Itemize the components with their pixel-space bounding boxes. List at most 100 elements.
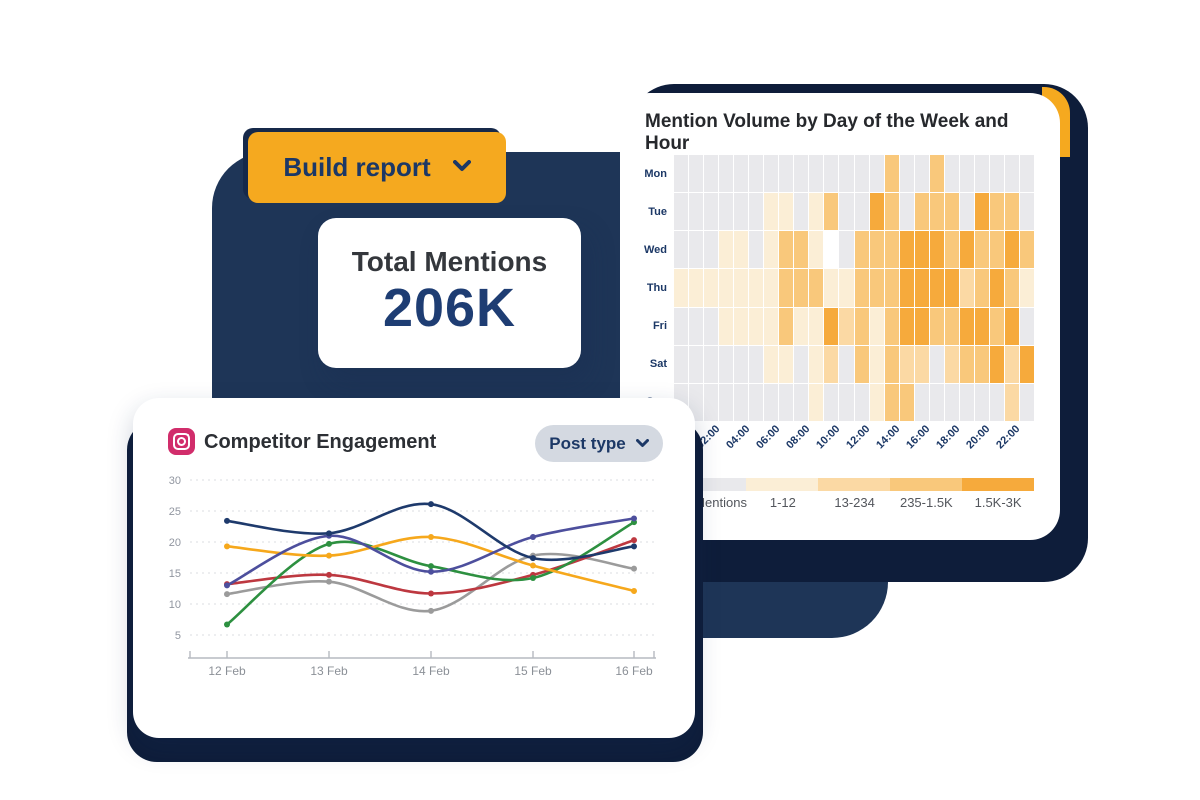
- heatmap-cell: [824, 231, 839, 269]
- heatmap-cell: [824, 345, 839, 383]
- heatmap-cell: [689, 383, 704, 421]
- heatmap-cell: [884, 231, 899, 269]
- heatmap-cell: [944, 269, 959, 307]
- heatmap-cell: [764, 231, 779, 269]
- heatmap-cell: [884, 155, 899, 193]
- heatmap-cell: [899, 383, 914, 421]
- heatmap-cell: [1004, 155, 1019, 193]
- heatmap-cell: [1019, 345, 1034, 383]
- y-axis-tick: 30: [169, 475, 181, 487]
- heatmap-legend-bar: [674, 478, 1034, 491]
- data-point-violet: [530, 534, 536, 541]
- heatmap-cell: [779, 307, 794, 345]
- heatmap-cell: [779, 231, 794, 269]
- heatmap-cell: [779, 155, 794, 193]
- heatmap-cell: [824, 193, 839, 231]
- heatmap-cell: [974, 307, 989, 345]
- heatmap-cell: [929, 155, 944, 193]
- heatmap-cell: [854, 155, 869, 193]
- heatmap-cell: [734, 155, 749, 193]
- heatmap-cell: [824, 269, 839, 307]
- legend-label: 1-12: [769, 495, 796, 510]
- heatmap-cell: [1004, 307, 1019, 345]
- heatmap-cell: [809, 307, 824, 345]
- heatmap-cell: [974, 231, 989, 269]
- heatmap-cell: [779, 269, 794, 307]
- heatmap-cell: [884, 345, 899, 383]
- heatmap-cell: [704, 307, 719, 345]
- heatmap-cell: [944, 155, 959, 193]
- heatmap-cell: [959, 155, 974, 193]
- build-report-button[interactable]: Build report: [248, 132, 506, 203]
- heatmap-cell: [1004, 383, 1019, 421]
- legend-swatch: [962, 478, 1034, 491]
- legend-swatch: [890, 478, 962, 491]
- heatmap-title: Mention Volume by Day of the Week and Ho…: [645, 111, 1009, 154]
- heatmap-row-label: Fri: [652, 320, 667, 332]
- heatmap-cell: [914, 155, 929, 193]
- heatmap-cell: [959, 345, 974, 383]
- series-line-navy: [225, 502, 636, 562]
- heatmap-cell: [869, 383, 884, 421]
- heatmap-cell: [974, 269, 989, 307]
- post-type-button[interactable]: Post type: [535, 425, 663, 462]
- heatmap-cell: [794, 155, 809, 193]
- total-mentions-card: Total Mentions 206K: [318, 218, 581, 368]
- heatmap-cell: [779, 345, 794, 383]
- heatmap-cell: [704, 269, 719, 307]
- heatmap-cell: [779, 383, 794, 421]
- heatmap-cell: [779, 193, 794, 231]
- heatmap-cell: [794, 307, 809, 345]
- heatmap-cell: [839, 345, 854, 383]
- heatmap-grid: [674, 155, 1034, 421]
- heatmap-cell: [689, 269, 704, 307]
- heatmap-cell: [794, 231, 809, 269]
- heatmap-cell: [674, 231, 689, 269]
- heatmap-cell: [929, 269, 944, 307]
- data-point-orange: [224, 543, 230, 550]
- heatmap-cell: [1019, 307, 1034, 345]
- heatmap-cell: [884, 307, 899, 345]
- heatmap-cell: [854, 345, 869, 383]
- heatmap-cell: [734, 345, 749, 383]
- data-point-navy: [326, 530, 332, 537]
- data-point-red: [428, 590, 434, 597]
- heatmap-cell: [854, 193, 869, 231]
- data-point-navy: [631, 543, 637, 550]
- heatmap-cell: [704, 231, 719, 269]
- heatmap-cell: [809, 383, 824, 421]
- heatmap-cell: [1004, 269, 1019, 307]
- heatmap-cell: [809, 193, 824, 231]
- heatmap-cell: [719, 231, 734, 269]
- y-axis-tick: 10: [169, 599, 181, 611]
- data-point-gray: [224, 591, 230, 598]
- data-point-green: [326, 540, 332, 547]
- instagram-icon: [168, 428, 195, 455]
- x-axis-tick: 14 Feb: [412, 664, 450, 678]
- heatmap-cell: [704, 155, 719, 193]
- heatmap-cell: [764, 383, 779, 421]
- data-point-orange: [631, 587, 637, 594]
- heatmap-cell: [809, 345, 824, 383]
- heatmap-cell: [929, 307, 944, 345]
- heatmap-cell: [824, 155, 839, 193]
- heatmap-cell: [764, 345, 779, 383]
- heatmap-cell: [944, 383, 959, 421]
- heatmap-cell: [1004, 345, 1019, 383]
- heatmap-cell: [749, 269, 764, 307]
- x-axis-tick: 12 Feb: [208, 664, 246, 678]
- heatmap-cell: [824, 383, 839, 421]
- heatmap-cell: [914, 383, 929, 421]
- heatmap-row-label: Thu: [646, 282, 667, 294]
- heatmap-cell: [674, 307, 689, 345]
- heatmap-cell: [914, 193, 929, 231]
- heatmap-cell: [1019, 193, 1034, 231]
- data-point-navy: [224, 517, 230, 524]
- heatmap-cell: [689, 345, 704, 383]
- heatmap-cell: [719, 269, 734, 307]
- heatmap-cell: [989, 307, 1004, 345]
- heatmap-cell: [944, 345, 959, 383]
- heatmap-cell: [869, 231, 884, 269]
- heatmap-cell: [854, 307, 869, 345]
- data-point-gray: [326, 578, 332, 585]
